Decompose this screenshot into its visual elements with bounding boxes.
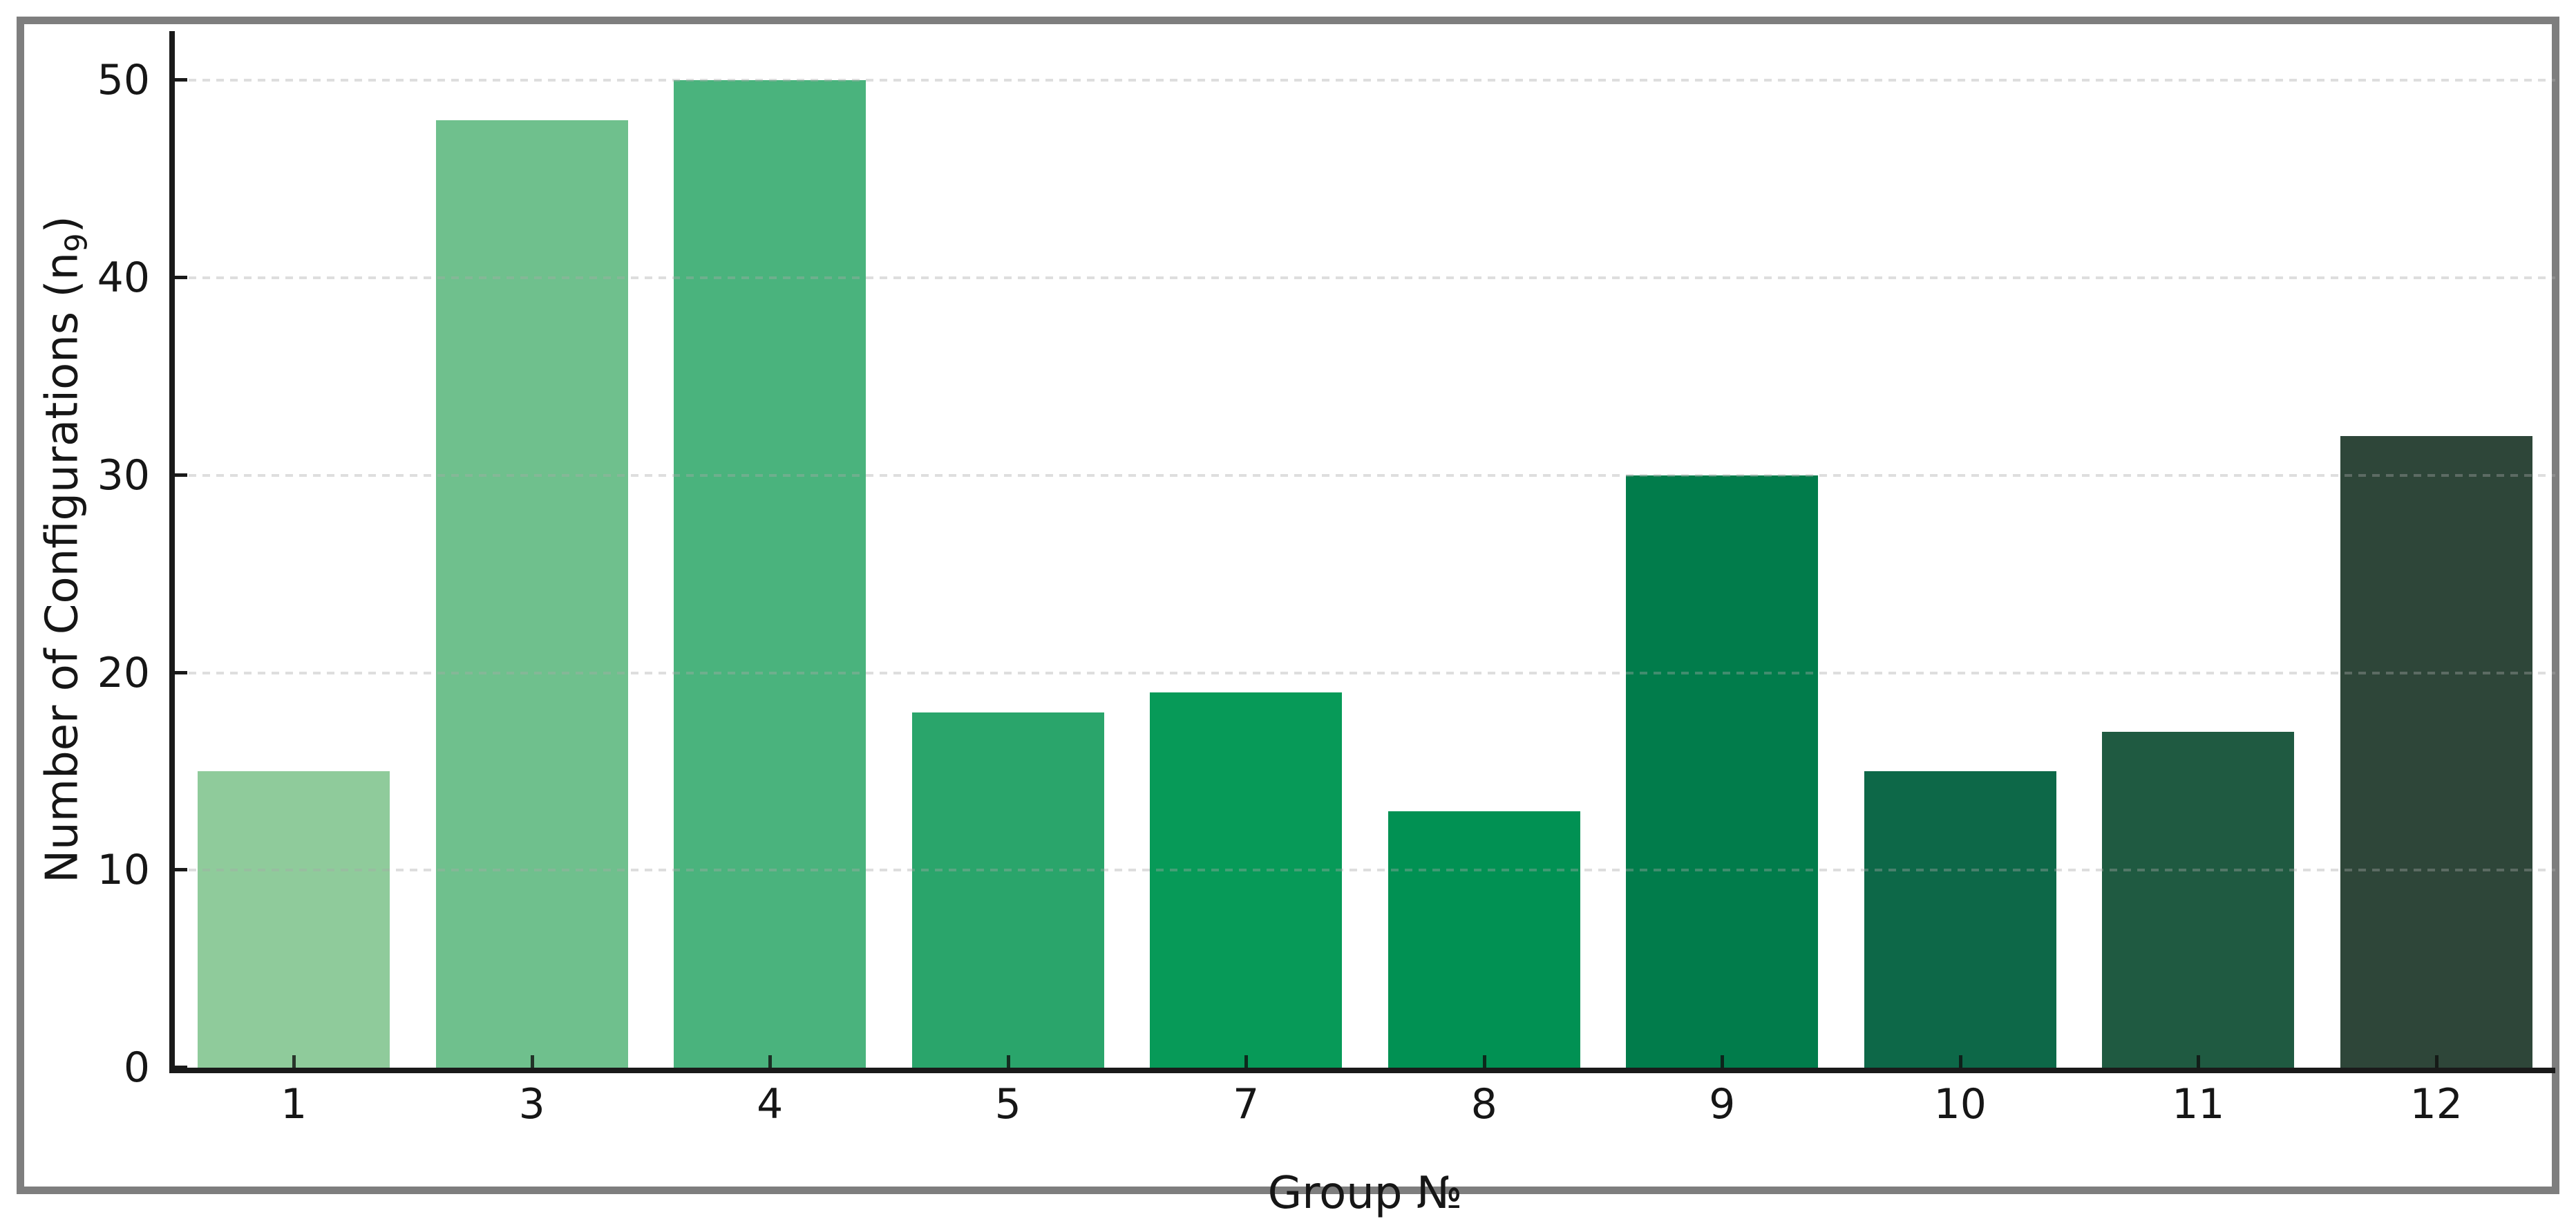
gridline-y-40 bbox=[175, 276, 2555, 279]
y-axis-label-close: ) bbox=[37, 216, 88, 233]
x-tick-label: 12 bbox=[2410, 1080, 2463, 1128]
bar-group-1 bbox=[198, 771, 390, 1068]
x-tick-mark bbox=[768, 1055, 772, 1068]
x-tick-mark bbox=[531, 1055, 534, 1068]
y-axis-spine bbox=[169, 31, 175, 1073]
x-tick-mark bbox=[1721, 1055, 1724, 1068]
bar-group-9 bbox=[1626, 475, 1818, 1068]
x-tick-mark bbox=[1244, 1055, 1248, 1068]
gridline-y-20 bbox=[175, 672, 2555, 674]
x-tick-label: 10 bbox=[1934, 1080, 1987, 1128]
x-tick-mark bbox=[2197, 1055, 2200, 1068]
bar-group-3 bbox=[436, 120, 628, 1068]
x-tick-mark bbox=[1007, 1055, 1010, 1068]
x-tick-label: 1 bbox=[281, 1080, 307, 1128]
bar-group-5 bbox=[912, 712, 1104, 1068]
x-tick-label: 11 bbox=[2172, 1080, 2224, 1128]
y-tick-mark bbox=[175, 473, 187, 477]
x-tick-mark bbox=[292, 1055, 296, 1068]
x-axis-label: Group № bbox=[175, 1168, 2555, 1219]
y-axis-label-text: Number of Configurations (n bbox=[37, 252, 88, 883]
gridline-y-50 bbox=[175, 79, 2555, 82]
x-tick-mark bbox=[2435, 1055, 2438, 1068]
x-tick-label: 9 bbox=[1709, 1080, 1735, 1128]
y-tick-label: 0 bbox=[39, 1042, 150, 1093]
gridline-y-30 bbox=[175, 474, 2555, 477]
x-tick-mark bbox=[1483, 1055, 1486, 1068]
bar-group-12 bbox=[2340, 436, 2532, 1068]
x-tick-label: 5 bbox=[995, 1080, 1021, 1128]
y-tick-mark bbox=[175, 78, 187, 82]
x-axis-spine bbox=[169, 1068, 2555, 1073]
bar-group-10 bbox=[1864, 771, 2056, 1068]
y-axis-label-subscript: 9 bbox=[59, 233, 94, 252]
bar-group-11 bbox=[2102, 732, 2294, 1068]
bar-group-8 bbox=[1388, 811, 1580, 1068]
y-tick-mark bbox=[175, 276, 187, 279]
gridline-y-10 bbox=[175, 869, 2555, 871]
y-axis-label: Number of Configurations (n9) bbox=[37, 216, 95, 882]
x-tick-mark bbox=[1959, 1055, 1962, 1068]
y-tick-mark bbox=[175, 868, 187, 871]
y-tick-mark bbox=[175, 671, 187, 674]
bar-group-7 bbox=[1150, 692, 1342, 1068]
x-tick-label: 8 bbox=[1471, 1080, 1497, 1128]
x-axis-label-text: Group № bbox=[1268, 1168, 1463, 1219]
bar-group-4 bbox=[674, 80, 866, 1068]
x-tick-label: 7 bbox=[1233, 1080, 1259, 1128]
y-tick-label: 50 bbox=[39, 55, 150, 106]
x-tick-label: 4 bbox=[757, 1080, 783, 1128]
x-tick-label: 3 bbox=[519, 1080, 545, 1128]
